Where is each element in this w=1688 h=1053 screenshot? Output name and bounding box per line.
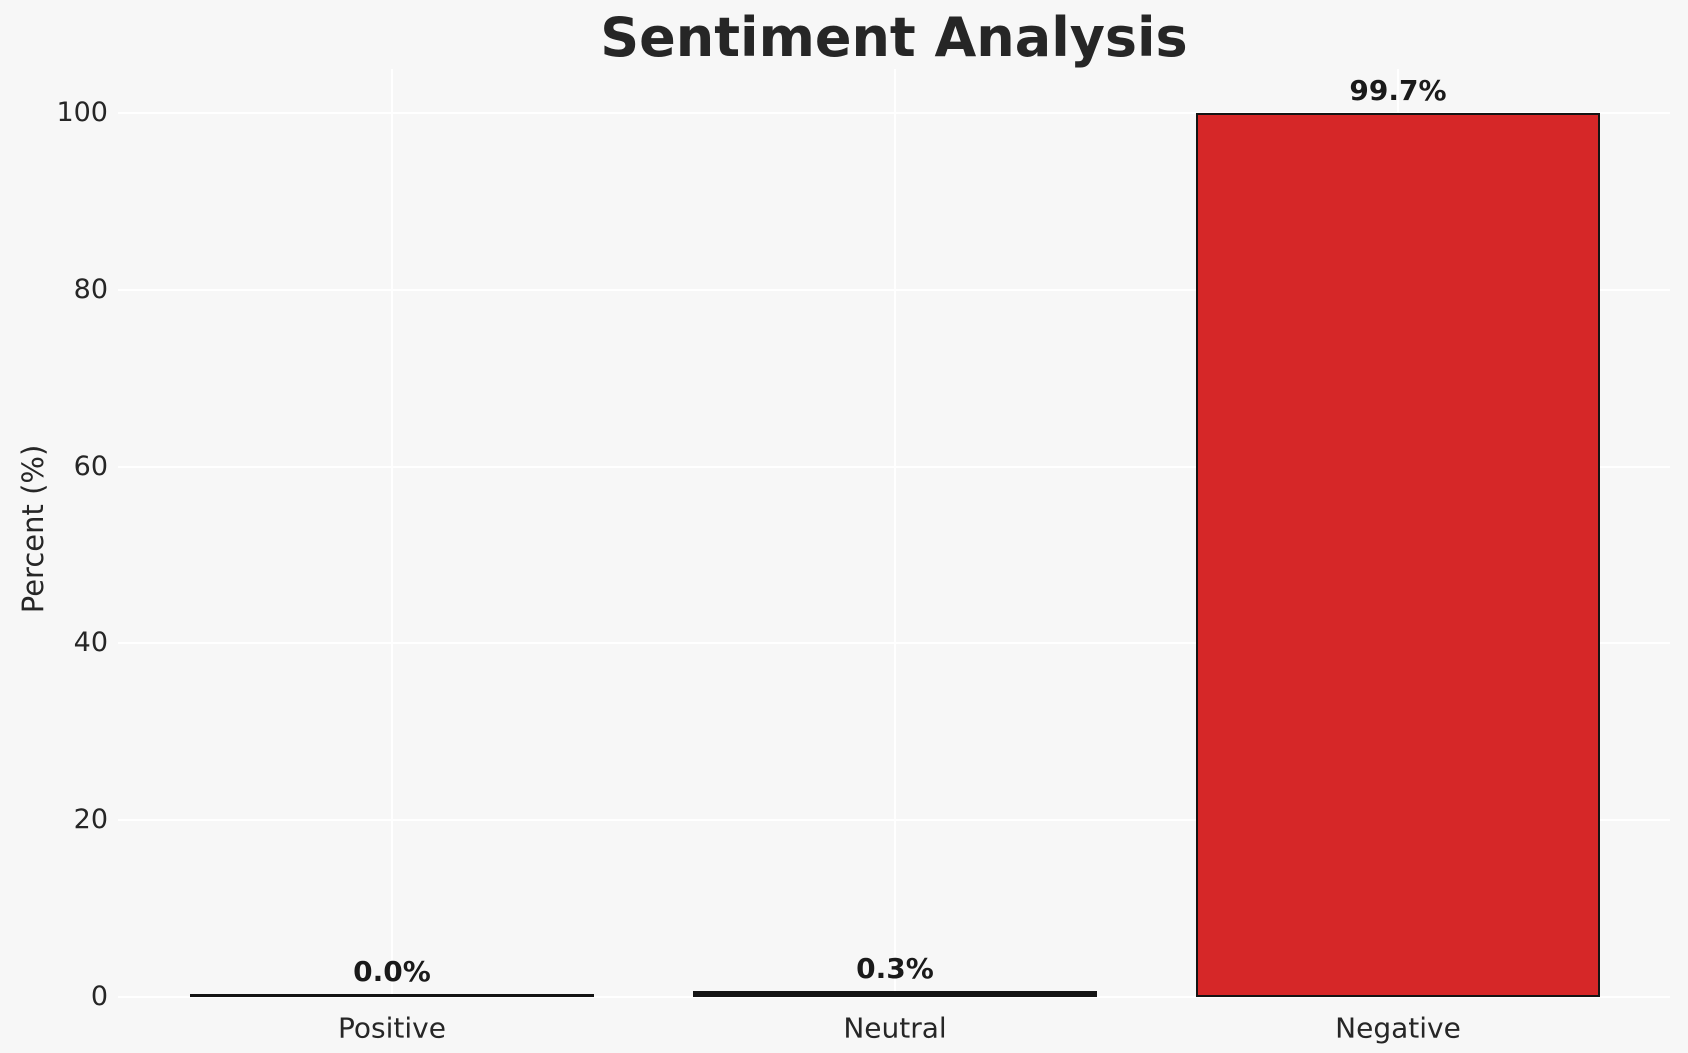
y-tick-label-60: 60 bbox=[73, 451, 108, 482]
bar-neutral bbox=[693, 991, 1097, 997]
v-gridline-1 bbox=[894, 69, 896, 997]
h-gridline-0 bbox=[118, 996, 1670, 998]
y-tick-label-20: 20 bbox=[73, 804, 108, 835]
bar-positive bbox=[190, 994, 594, 997]
y-tick-label-0: 0 bbox=[90, 981, 108, 1012]
y-tick-label-40: 40 bbox=[73, 627, 108, 658]
bar-value-label-negative: 99.7% bbox=[1349, 74, 1447, 107]
y-tick-label-100: 100 bbox=[56, 97, 108, 128]
bar-negative bbox=[1196, 113, 1600, 997]
chart-title: Sentiment Analysis bbox=[600, 6, 1188, 69]
x-tick-label-neutral: Neutral bbox=[843, 1011, 947, 1045]
bar-value-label-neutral: 0.3% bbox=[856, 952, 934, 985]
y-tick-label-80: 80 bbox=[73, 274, 108, 305]
x-tick-label-negative: Negative bbox=[1335, 1011, 1461, 1045]
bar-value-label-positive: 0.0% bbox=[353, 955, 431, 988]
x-tick-label-positive: Positive bbox=[338, 1011, 446, 1045]
v-gridline-0 bbox=[391, 69, 393, 997]
